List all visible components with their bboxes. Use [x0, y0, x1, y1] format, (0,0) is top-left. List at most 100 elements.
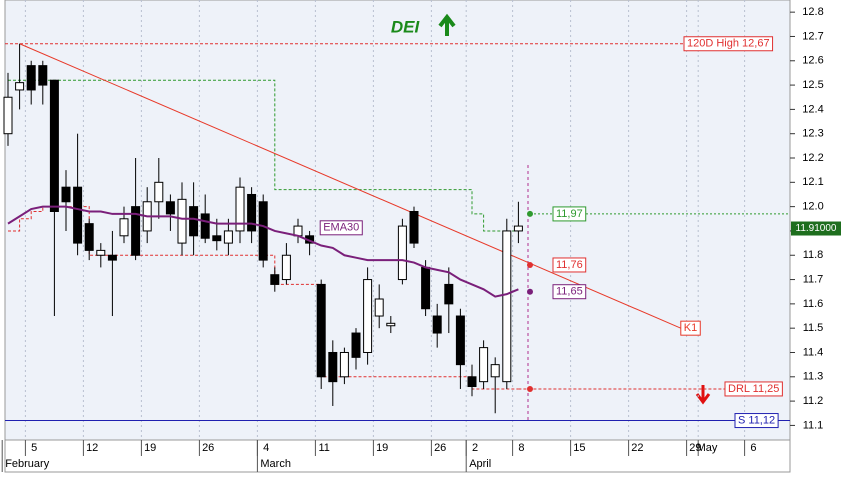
candle-body: [96, 249, 106, 256]
last-price-box: [791, 221, 841, 236]
candle-body: [386, 322, 396, 327]
candle-body: [328, 351, 338, 383]
y-tick-label: 11.1: [803, 419, 824, 431]
up-arrow: [438, 13, 456, 36]
level-label-box: [683, 36, 774, 52]
down-arrow: [695, 385, 711, 405]
y-tick-label: 11.7: [803, 273, 824, 285]
y-tick-label: 12.1: [802, 176, 823, 188]
candle-body: [165, 201, 175, 215]
trendline-label: K1: [684, 322, 697, 334]
candle-body: [3, 96, 13, 135]
candle-body: [421, 266, 431, 310]
candle-body: [154, 181, 164, 203]
candle-body: [200, 213, 210, 239]
marker-label: 11,76: [556, 259, 583, 271]
candle-body: [432, 315, 442, 334]
x-tick-label: 2: [472, 442, 478, 454]
candle-body: [467, 376, 477, 388]
candle-body: [258, 201, 268, 261]
y-tick-label: 12.7: [802, 30, 823, 42]
x-tick-label: 5: [31, 442, 37, 454]
series-label-box: [319, 220, 363, 236]
x-tick-label: 26: [202, 442, 214, 454]
y-tick-label: 12.0: [802, 201, 823, 213]
trendline: [19, 43, 681, 329]
y-tick-label: 12.5: [802, 79, 823, 91]
x-tick-label: 19: [144, 442, 156, 454]
y-tick-label: 12.8: [802, 6, 823, 18]
candle-body: [235, 186, 245, 232]
x-tick-label: 4: [263, 442, 269, 454]
x-tick-label: 22: [631, 442, 643, 454]
level-label: 120D High 12,67: [687, 38, 770, 50]
marker-label-box: [552, 257, 587, 273]
x-tick-label: 26: [434, 442, 446, 454]
candle-body: [363, 279, 373, 353]
candle-body: [316, 283, 326, 378]
candle-body: [351, 332, 361, 358]
stop-line: [8, 79, 519, 232]
candle-body: [397, 225, 407, 281]
trendline-label-box: [680, 320, 701, 336]
x-tick-label: 19: [376, 442, 388, 454]
candle-body: [444, 283, 454, 305]
marker-label-box: [552, 284, 587, 300]
candle-body: [49, 79, 59, 212]
candle-body: [26, 65, 36, 91]
candle-body: [73, 186, 83, 244]
candle-body: [502, 230, 512, 383]
candle-body: [490, 364, 500, 378]
last-price-label: 11.91000: [796, 223, 837, 234]
candle-body: [107, 254, 117, 261]
y-tick-label: 11.4: [803, 346, 824, 358]
candle-body: [38, 65, 48, 86]
level-label: DRL 11,25: [728, 383, 779, 395]
candle-body: [177, 198, 187, 244]
y-tick-label: 11.6: [803, 298, 824, 310]
candle-body: [15, 82, 25, 91]
y-tick-label: 12.6: [802, 55, 823, 67]
marker-dot: [527, 210, 533, 217]
candle-body: [339, 351, 349, 378]
candle-body: [374, 298, 384, 317]
month-label: March: [260, 458, 291, 470]
candle-body: [61, 186, 71, 203]
marker-label: 11,97: [556, 208, 583, 220]
candle-body: [455, 315, 465, 366]
stop-line: [8, 206, 519, 390]
level-label-box: [724, 381, 783, 397]
candle-body: [513, 225, 523, 232]
candle-body: [212, 235, 222, 242]
candle-body: [223, 230, 233, 244]
y-tick-label: 11.2: [803, 395, 824, 407]
chart-title: DEI: [391, 17, 421, 36]
candle-body: [281, 254, 291, 281]
x-tick-label: 8: [518, 442, 524, 454]
y-tick-label: 11.5: [803, 322, 824, 334]
y-tick-label: 12.2: [802, 152, 823, 164]
ema-line: [7, 205, 519, 298]
x-axis-area: [4, 439, 791, 473]
x-tick-label: 6: [750, 442, 756, 454]
y-tick-label: 12.4: [802, 103, 823, 115]
x-tick-label: May: [697, 442, 718, 454]
candle-body: [119, 218, 129, 237]
candle-body: [409, 210, 419, 244]
x-tick-label: 15: [573, 442, 585, 454]
marker-dot: [527, 385, 533, 392]
month-label: February: [5, 458, 50, 470]
month-label: April: [469, 458, 491, 470]
y-tick-label: 11.3: [803, 371, 824, 383]
candle-body: [479, 347, 489, 383]
candle-body: [84, 223, 94, 251]
candle-body: [247, 193, 257, 232]
marker-dot: [527, 261, 533, 268]
level-label: S 11,12: [738, 414, 775, 426]
marker-label: 11,65: [556, 286, 583, 298]
candle-body: [189, 206, 199, 237]
candle-body: [131, 206, 141, 256]
y-tick-label: 12.3: [802, 128, 823, 140]
level-label-box: [734, 413, 779, 429]
